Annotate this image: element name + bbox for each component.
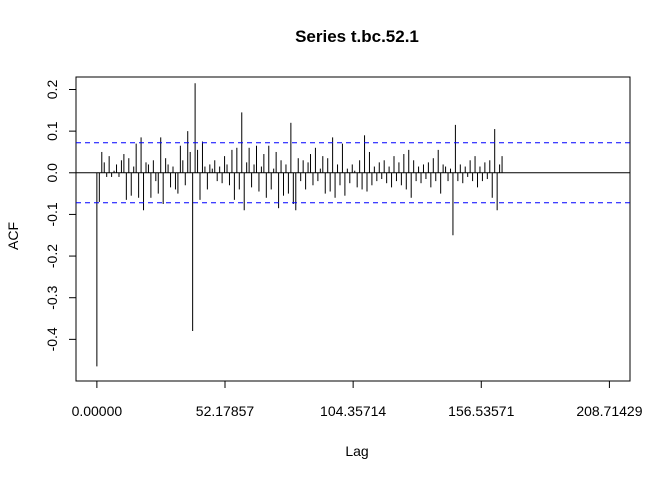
y-tick-label: -0.1 bbox=[44, 202, 60, 226]
acf-bars bbox=[76, 83, 630, 367]
x-axis-label: Lag bbox=[345, 443, 368, 459]
y-tick-label: -0.2 bbox=[44, 244, 60, 268]
x-tick-label: 52.17857 bbox=[196, 403, 255, 419]
confidence-bounds bbox=[76, 142, 630, 204]
y-tick-label: 0.1 bbox=[44, 121, 60, 141]
chart-title: Series t.bc.52.1 bbox=[295, 27, 419, 46]
x-tick-label: 0.00000 bbox=[72, 403, 123, 419]
x-tick-label: 104.35714 bbox=[320, 403, 386, 419]
x-axis: 0.00000 52.17857 104.35714 156.53571 208.714… bbox=[72, 380, 643, 419]
y-tick-label: -0.3 bbox=[44, 285, 60, 309]
y-axis-label: ACF bbox=[5, 222, 21, 250]
x-tick-label: 156.53571 bbox=[448, 403, 514, 419]
y-axis: -0.4 -0.3 -0.2 -0.1 0.0 0.1 0.2 bbox=[44, 80, 77, 351]
plot-frame bbox=[75, 76, 631, 382]
y-tick-label: 0.2 bbox=[44, 80, 60, 100]
y-tick-label: 0.0 bbox=[44, 163, 60, 183]
x-tick-label: 208.71429 bbox=[576, 403, 642, 419]
y-tick-label: -0.4 bbox=[44, 327, 60, 351]
